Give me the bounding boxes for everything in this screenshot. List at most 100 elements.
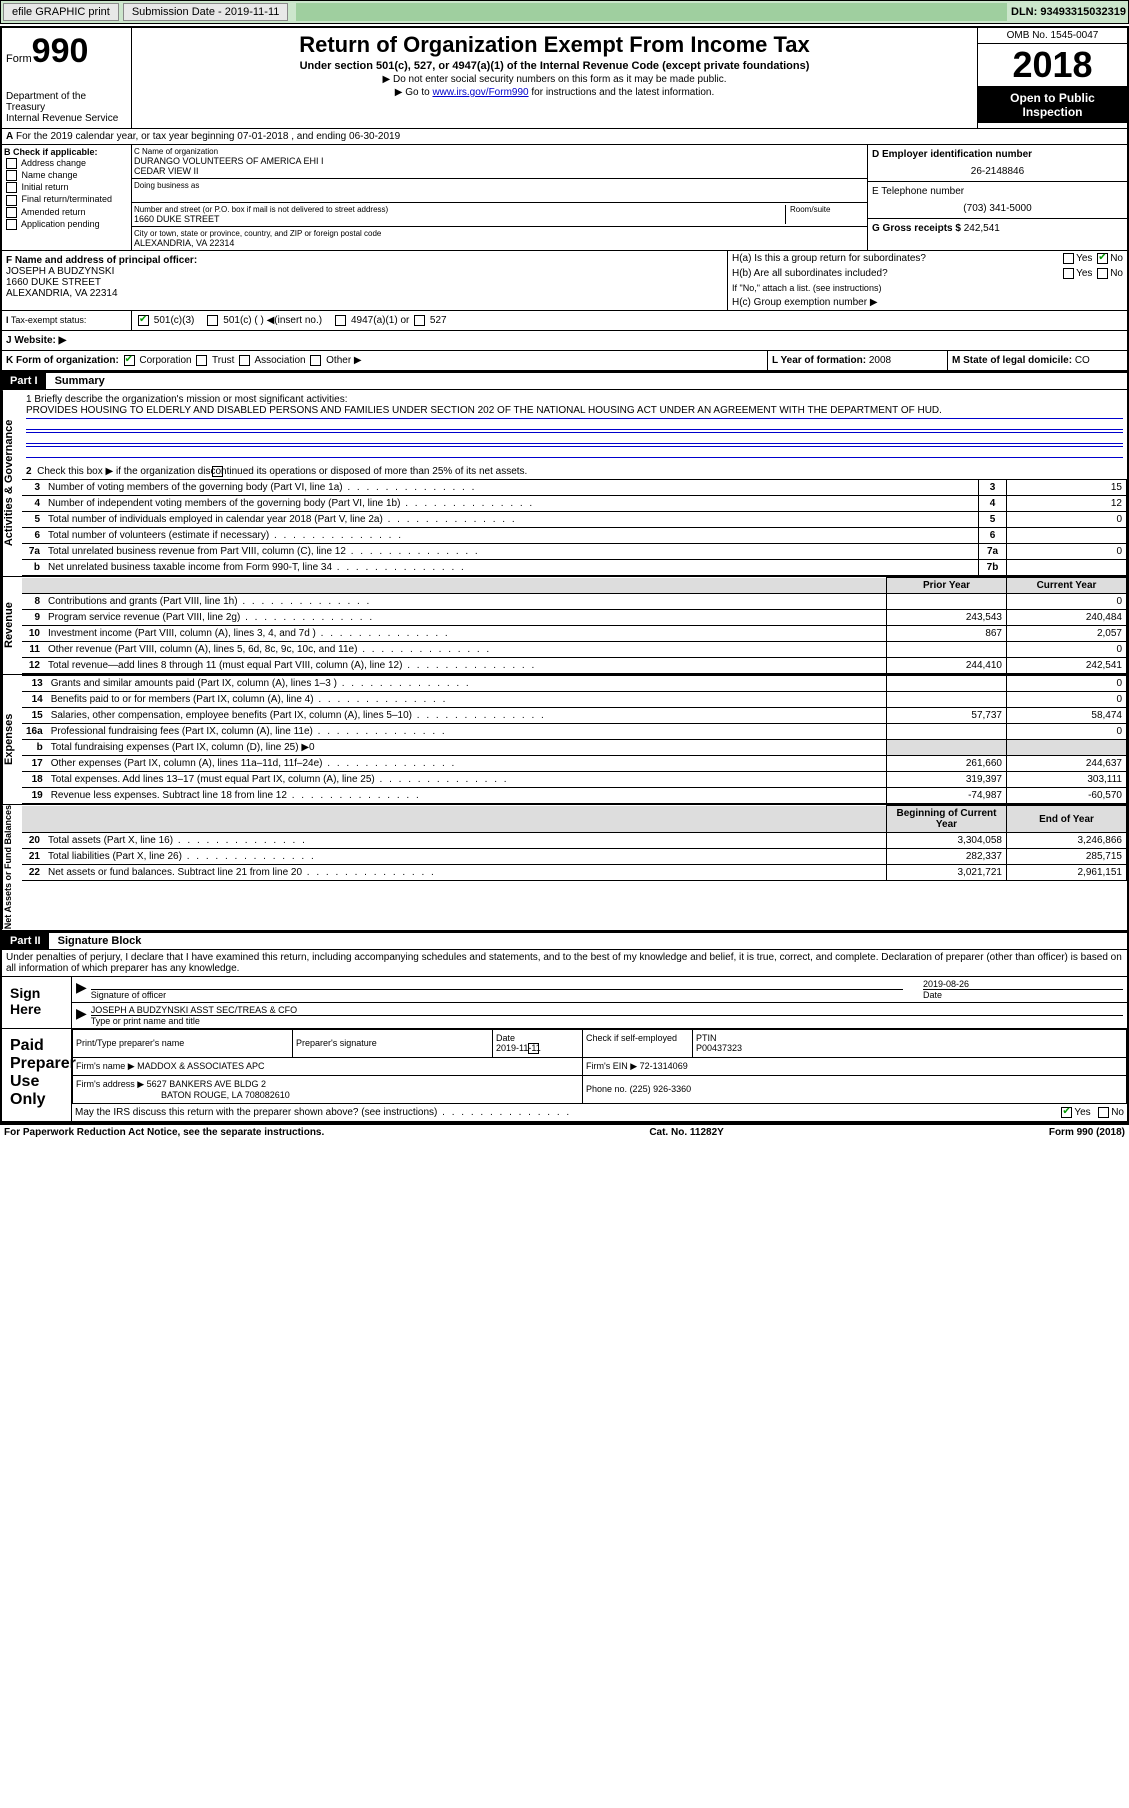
firm-addr: 5627 BANKERS AVE BLDG 2 xyxy=(147,1079,266,1089)
gross-label: G Gross receipts $ xyxy=(872,223,961,234)
ha-no-check[interactable] xyxy=(1097,253,1108,264)
form-header: Form990 Department of the Treasury Inter… xyxy=(2,28,1127,129)
city-label: City or town, state or province, country… xyxy=(134,229,865,238)
website-label: J Website: ▶ xyxy=(6,335,66,346)
firm-ein: 72-1314069 xyxy=(640,1061,688,1071)
sig-date: 2019-08-26 xyxy=(923,979,1123,989)
box-h: H(a) Is this a group return for subordin… xyxy=(727,251,1127,310)
current-year-hdr: Current Year xyxy=(1007,578,1127,594)
header-left: Form990 Department of the Treasury Inter… xyxy=(2,28,132,128)
table-row: 19Revenue less expenses. Subtract line 1… xyxy=(22,788,1127,804)
cb-final-return[interactable]: Final return/terminated xyxy=(4,194,129,205)
street-address: 1660 DUKE STREET xyxy=(134,214,785,224)
cb-501c3[interactable] xyxy=(138,315,149,326)
cb-501c[interactable] xyxy=(207,315,218,326)
cb-pending[interactable]: Application pending xyxy=(4,219,129,230)
hb-label: H(b) Are all subordinates included? xyxy=(732,268,888,279)
table-row: 18Total expenses. Add lines 13–17 (must … xyxy=(22,772,1127,788)
form-subtitle: Under section 501(c), 527, or 4947(a)(1)… xyxy=(136,60,973,72)
revenue-table: Prior YearCurrent Year 8Contributions an… xyxy=(22,577,1127,674)
taxexempt-label: Tax-exempt status: xyxy=(11,315,87,325)
hb-note: If "No," attach a list. (see instruction… xyxy=(728,281,1127,295)
footer-right: Form 990 (2018) xyxy=(1049,1127,1125,1138)
prep-selfemp: Check if self-employed xyxy=(586,1033,677,1043)
table-row: 15Salaries, other compensation, employee… xyxy=(22,708,1127,724)
public-inspection: Open to Public Inspection xyxy=(978,87,1127,123)
table-row: 5Total number of individuals employed in… xyxy=(22,512,1127,528)
line-a: A For the 2019 calendar year, or tax yea… xyxy=(2,129,1127,145)
cb-4947[interactable] xyxy=(335,315,346,326)
activities-section: Activities & Governance 1 Briefly descri… xyxy=(2,390,1127,577)
cb-self-employed[interactable] xyxy=(528,1043,539,1054)
table-row: 20Total assets (Part X, line 16)3,304,05… xyxy=(22,833,1127,849)
expenses-vlabel: Expenses xyxy=(2,675,22,804)
cb-amended[interactable]: Amended return xyxy=(4,207,129,218)
hc-label: H(c) Group exemption number ▶ xyxy=(728,295,1127,310)
mission-line xyxy=(26,446,1123,458)
submission-date-button[interactable]: Submission Date - 2019-11-11 xyxy=(123,3,289,21)
netassets-table: Beginning of Current YearEnd of Year 20T… xyxy=(22,805,1127,881)
form-prefix: Form xyxy=(6,53,32,65)
firm-phone-label: Phone no. xyxy=(586,1084,627,1094)
firm-addr2: BATON ROUGE, LA 708082610 xyxy=(161,1090,290,1100)
table-row: 11Other revenue (Part VIII, column (A), … xyxy=(22,642,1127,658)
netassets-section: Net Assets or Fund Balances Beginning of… xyxy=(2,805,1127,931)
omb-number: OMB No. 1545-0047 xyxy=(978,28,1127,44)
cb-527[interactable] xyxy=(414,315,425,326)
begin-year-hdr: Beginning of Current Year xyxy=(887,806,1007,833)
hb-yes[interactable]: Yes xyxy=(1076,268,1092,279)
table-row: 22Net assets or fund balances. Subtract … xyxy=(22,865,1127,881)
phone-value: (703) 341-5000 xyxy=(872,203,1123,214)
efile-print-button[interactable]: efile GRAPHIC print xyxy=(3,3,119,21)
cb-trust[interactable] xyxy=(196,355,207,366)
header-right: OMB No. 1545-0047 2018 Open to Public In… xyxy=(977,28,1127,128)
k-label: K Form of organization: xyxy=(6,355,119,366)
cb-assoc[interactable] xyxy=(239,355,250,366)
gross-value: 242,541 xyxy=(964,223,1000,234)
cb-name-change[interactable]: Name change xyxy=(4,170,129,181)
addr-label: Number and street (or P.O. box if mail i… xyxy=(134,205,785,214)
table-row: 16aProfessional fundraising fees (Part I… xyxy=(22,724,1127,740)
table-row: 17Other expenses (Part IX, column (A), l… xyxy=(22,756,1127,772)
form-container: Form990 Department of the Treasury Inter… xyxy=(0,26,1129,1125)
cb-discuss-no[interactable] xyxy=(1098,1107,1109,1118)
table-row: 8Contributions and grants (Part VIII, li… xyxy=(22,594,1127,610)
part1-title: Summary xyxy=(49,375,105,387)
ha-label: H(a) Is this a group return for subordin… xyxy=(732,253,926,264)
section-fh: F Name and address of principal officer:… xyxy=(2,251,1127,311)
m-label: M State of legal domicile: xyxy=(952,355,1072,366)
sig-name-label: Type or print name and title xyxy=(91,1015,1123,1026)
part2-title: Signature Block xyxy=(52,935,142,947)
preparer-table: Print/Type preparer's name Preparer's si… xyxy=(72,1029,1127,1104)
expenses-table: 13Grants and similar amounts paid (Part … xyxy=(22,675,1127,804)
firm-addr-label: Firm's address ▶ xyxy=(76,1079,144,1089)
ha-yes[interactable]: Yes xyxy=(1076,253,1092,264)
dba-label: Doing business as xyxy=(134,181,865,190)
ein-label: D Employer identification number xyxy=(872,149,1032,160)
cb-discontinued[interactable] xyxy=(212,466,223,477)
note2-post: for instructions and the latest informat… xyxy=(529,87,715,98)
officer-value: JOSEPH A BUDZYNSKI 1660 DUKE STREET ALEX… xyxy=(6,266,723,299)
mission-label: 1 Briefly describe the organization's mi… xyxy=(26,394,1123,405)
org-name: DURANGO VOLUNTEERS OF AMERICA EHI I CEDA… xyxy=(134,156,865,176)
instructions-link[interactable]: www.irs.gov/Form990 xyxy=(432,87,528,98)
box-c: C Name of organization DURANGO VOLUNTEER… xyxy=(132,145,867,250)
cb-initial-return[interactable]: Initial return xyxy=(4,182,129,193)
dln-label: DLN: 93493315032319 xyxy=(1011,6,1126,18)
website-row: J Website: ▶ xyxy=(2,331,1127,351)
sign-here-label: Sign Here xyxy=(2,977,72,1028)
table-row: 4Number of independent voting members of… xyxy=(22,496,1127,512)
cb-discuss-yes[interactable] xyxy=(1061,1107,1072,1118)
table-row: 14Benefits paid to or for members (Part … xyxy=(22,692,1127,708)
cb-other[interactable] xyxy=(310,355,321,366)
cb-address-change[interactable]: Address change xyxy=(4,158,129,169)
cb-corp[interactable] xyxy=(124,355,135,366)
table-row: bTotal fundraising expenses (Part IX, co… xyxy=(22,740,1127,756)
city-state-zip: ALEXANDRIA, VA 22314 xyxy=(134,238,865,248)
part1-badge: Part I xyxy=(2,373,46,389)
paid-preparer-label: Paid Preparer Use Only xyxy=(2,1029,72,1121)
form-title: Return of Organization Exempt From Incom… xyxy=(136,32,973,58)
hb-no[interactable]: No xyxy=(1110,268,1123,279)
l-value: 2008 xyxy=(869,355,891,366)
firm-name-label: Firm's name ▶ xyxy=(76,1061,135,1071)
